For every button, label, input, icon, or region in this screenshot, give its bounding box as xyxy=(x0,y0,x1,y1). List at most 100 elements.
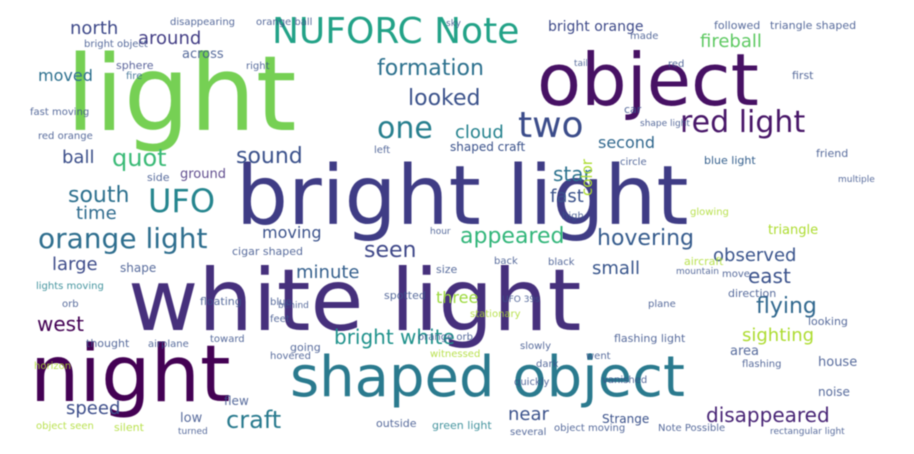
word-shaped-object: shaped object xyxy=(290,345,685,410)
word-south: south xyxy=(68,183,130,208)
word-seen: seen xyxy=(364,238,417,263)
word-ufo: UFO xyxy=(148,182,216,220)
word-bright-light: bright light xyxy=(236,149,689,244)
word-outside: outside xyxy=(376,417,417,430)
word-silent: silent xyxy=(114,421,144,434)
word-flashing-light: flashing light xyxy=(614,332,686,345)
word-horizon: horizon xyxy=(34,361,72,372)
word-area: area xyxy=(730,344,759,359)
word-nuforc-note: NUFORC Note xyxy=(272,11,520,52)
word-north: north xyxy=(70,18,119,39)
word-bright-object: bright object xyxy=(84,39,148,50)
word-side: side xyxy=(147,171,170,184)
word-red-light: red light xyxy=(680,105,806,140)
word-observed: observed xyxy=(713,245,797,266)
word-stationary: stationary xyxy=(470,309,521,320)
word-ball: ball xyxy=(62,147,95,168)
word-tail: tail xyxy=(574,59,589,69)
word-sky: sky xyxy=(446,19,461,29)
word-across: across xyxy=(182,47,224,62)
word-aircraft: aircraft xyxy=(684,255,724,268)
word-hovering: hovering xyxy=(597,226,695,251)
word-vanished: vanished xyxy=(602,375,648,386)
word-red: red xyxy=(668,59,685,70)
word-one: one xyxy=(377,111,433,146)
word-quickly: quickly xyxy=(514,377,550,388)
word-near: near xyxy=(508,404,549,425)
word-first: first xyxy=(792,69,814,82)
word-turned: turned xyxy=(178,427,208,437)
word-ground: ground xyxy=(180,167,226,182)
word-circle: circle xyxy=(620,157,647,168)
word-orange-light: orange light xyxy=(38,222,208,255)
word-around: around xyxy=(138,28,202,49)
word-rectangular-light: rectangular light xyxy=(770,427,845,437)
word-object: object xyxy=(537,38,759,122)
word-shape: shape xyxy=(120,261,157,275)
word-craft: craft xyxy=(226,406,282,434)
word-low: low xyxy=(180,411,203,426)
word-noise: noise xyxy=(818,385,850,399)
word-move: move xyxy=(722,269,750,280)
word-orange-orb: orange orb xyxy=(418,332,473,343)
word-followed: followed xyxy=(714,19,761,32)
word-two: two xyxy=(518,105,584,146)
word-flying: flying xyxy=(756,294,817,319)
word-ufo-39s: UFO 39s xyxy=(502,295,540,305)
word-strange: Strange xyxy=(602,412,650,426)
word-quot: quot xyxy=(112,144,167,172)
word-hovered: hovered xyxy=(270,351,311,362)
word-looking: looking xyxy=(808,315,848,328)
word-east: east xyxy=(748,264,791,288)
word-cloud: cloud xyxy=(455,122,504,143)
word-sighting: sighting xyxy=(742,325,815,346)
word-looked: looked xyxy=(408,86,481,111)
word-sphere: sphere xyxy=(116,59,154,72)
word-shaped-craft: shaped craft xyxy=(450,140,526,154)
word-speed: speed xyxy=(66,398,121,419)
word-time: time xyxy=(76,203,117,224)
word-orange-ball: orange ball xyxy=(256,17,313,28)
word-spotted: spotted xyxy=(384,289,426,302)
word-blue-light: blue light xyxy=(704,154,756,167)
word-right: right xyxy=(246,61,270,72)
word-feet: feet xyxy=(270,314,290,325)
word-note-possible: Note Possible xyxy=(658,423,726,434)
word-fire: fire xyxy=(126,71,143,82)
word-toward: toward xyxy=(210,334,245,345)
word-thought: thought xyxy=(86,337,130,350)
word-west: west xyxy=(37,312,84,336)
word-shape-light: shape light xyxy=(640,119,690,129)
word-direction: direction xyxy=(728,287,777,300)
word-blue: blue xyxy=(270,297,292,308)
word-triangle-shaped: triangle shaped xyxy=(770,19,857,32)
word-large: large xyxy=(52,254,98,275)
word-size: size xyxy=(436,263,458,276)
word-glowing: glowing xyxy=(690,207,729,218)
word-fireball: fireball xyxy=(700,31,762,52)
word-left: left xyxy=(374,145,391,156)
word-disappearing: disappearing xyxy=(170,17,236,28)
word-slowly: slowly xyxy=(520,341,551,352)
word-airplane: airplane xyxy=(148,339,189,350)
word-car: car xyxy=(624,103,642,116)
word-house: house xyxy=(818,355,858,370)
word-friend: friend xyxy=(816,147,849,160)
word-object-seen: object seen xyxy=(36,421,94,432)
word-high: high xyxy=(562,211,584,222)
word-hour: hour xyxy=(430,227,451,237)
word-red-orange: red orange xyxy=(38,131,93,142)
word-black: black xyxy=(548,257,575,268)
word-multiple: multiple xyxy=(838,175,875,185)
word-lights-moving: lights moving xyxy=(36,281,104,292)
word-behind: behind xyxy=(278,301,309,311)
word-fast-moving: fast moving xyxy=(30,107,90,118)
word-bright-white: bright white xyxy=(334,325,455,349)
word-star: star xyxy=(553,162,592,186)
word-fast: fast xyxy=(550,186,584,207)
word-went: went xyxy=(586,351,611,362)
word-moving: moving xyxy=(262,223,322,242)
word-flew: flew xyxy=(224,394,249,408)
word-back: back xyxy=(494,256,518,267)
